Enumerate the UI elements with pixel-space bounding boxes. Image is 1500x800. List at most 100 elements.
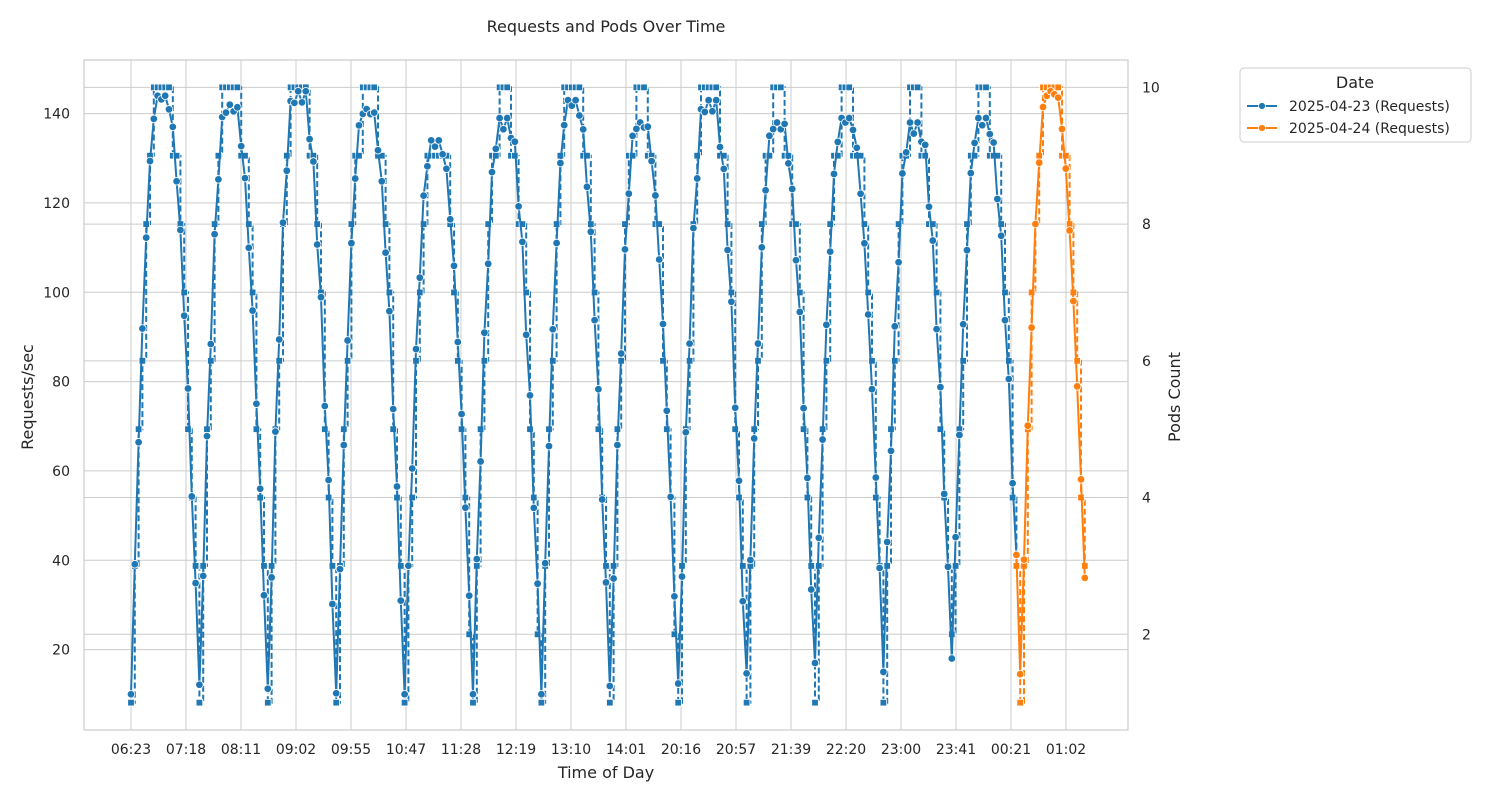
requests-point bbox=[579, 125, 588, 134]
series-pods-line bbox=[1016, 86, 1086, 704]
requests-point bbox=[864, 310, 873, 319]
requests-point bbox=[993, 194, 1002, 204]
requests-point bbox=[305, 134, 314, 144]
requests-point bbox=[970, 138, 979, 148]
requests-point bbox=[130, 560, 139, 569]
x-tick-label: 06:23 bbox=[111, 742, 151, 758]
requests-point bbox=[795, 307, 804, 317]
y-tick-label: 20 bbox=[52, 643, 70, 659]
requests-point bbox=[256, 484, 265, 493]
requests-point bbox=[807, 585, 816, 594]
pods-point bbox=[537, 698, 546, 707]
requests-point bbox=[252, 399, 261, 408]
requests-point bbox=[145, 156, 155, 166]
pods-point bbox=[777, 83, 785, 92]
requests-point bbox=[826, 247, 835, 256]
requests-point bbox=[179, 311, 189, 320]
requests-point bbox=[552, 238, 561, 248]
requests-point bbox=[408, 464, 417, 473]
pods-point bbox=[400, 698, 409, 707]
pods-point bbox=[245, 220, 253, 228]
requests-point bbox=[126, 690, 136, 699]
requests-point bbox=[890, 322, 899, 331]
x-tick-label: 23:00 bbox=[881, 742, 921, 758]
requests-point bbox=[810, 658, 820, 668]
requests-point bbox=[202, 431, 212, 441]
requests-point bbox=[271, 427, 280, 436]
requests-point bbox=[544, 441, 554, 451]
pods-point bbox=[419, 220, 428, 228]
requests-point bbox=[499, 125, 508, 134]
requests-point bbox=[909, 129, 918, 138]
pods-point bbox=[712, 83, 720, 92]
x-tick-label: 08:11 bbox=[221, 742, 261, 758]
requests-point bbox=[921, 140, 930, 150]
pods-point bbox=[959, 357, 967, 365]
requests-point bbox=[1004, 374, 1013, 384]
requests-point bbox=[210, 230, 219, 239]
requests-point bbox=[141, 233, 151, 242]
pods-point bbox=[522, 288, 530, 297]
y2-tick-label: 2 bbox=[1142, 627, 1151, 643]
requests-point bbox=[491, 144, 500, 153]
requests-point bbox=[1080, 573, 1089, 583]
series-layer bbox=[126, 83, 1089, 707]
requests-point bbox=[689, 223, 698, 233]
requests-point bbox=[913, 118, 922, 127]
pods-point bbox=[450, 288, 458, 297]
pods-point bbox=[799, 425, 808, 433]
requests-point bbox=[681, 428, 690, 437]
pods-point bbox=[845, 83, 853, 92]
x-tick-label: 10:47 bbox=[386, 742, 426, 758]
requests-point bbox=[472, 554, 481, 564]
x-tick-label: 21:39 bbox=[771, 742, 811, 758]
pods-point bbox=[195, 698, 204, 707]
requests-point bbox=[708, 107, 717, 116]
requests-point bbox=[244, 243, 253, 252]
x-tick-label: 20:57 bbox=[716, 742, 756, 758]
requests-point bbox=[1061, 164, 1070, 173]
requests-point bbox=[347, 238, 356, 248]
requests-point bbox=[1012, 550, 1021, 560]
pods-point bbox=[214, 152, 223, 160]
requests-point bbox=[172, 177, 181, 186]
requests-point bbox=[385, 306, 394, 316]
requests-point bbox=[510, 137, 519, 146]
requests-point bbox=[518, 237, 527, 247]
requests-point bbox=[400, 690, 409, 699]
requests-point bbox=[666, 492, 675, 502]
requests-point bbox=[313, 240, 322, 249]
requests-point bbox=[514, 202, 523, 211]
requests-point bbox=[484, 259, 493, 269]
requests-point bbox=[354, 121, 364, 130]
requests-point bbox=[655, 255, 664, 264]
requests-point bbox=[430, 142, 440, 151]
requests-point bbox=[1016, 669, 1025, 679]
pods-point bbox=[932, 288, 941, 297]
requests-point bbox=[818, 435, 827, 444]
requests-point bbox=[784, 159, 793, 168]
requests-point bbox=[446, 215, 455, 224]
pods-point bbox=[355, 152, 363, 160]
requests-point bbox=[727, 297, 736, 306]
requests-point bbox=[723, 245, 732, 255]
x-tick-label: 22:20 bbox=[826, 742, 866, 758]
requests-point bbox=[1076, 475, 1086, 484]
pods-point bbox=[503, 83, 511, 92]
y-tick-label: 40 bbox=[52, 553, 70, 569]
requests-point bbox=[404, 561, 413, 570]
requests-point bbox=[476, 457, 485, 466]
requests-point bbox=[267, 573, 276, 582]
pods-point bbox=[860, 220, 869, 228]
requests-point bbox=[617, 349, 626, 358]
requests-point bbox=[757, 243, 766, 252]
requests-point bbox=[415, 273, 424, 282]
requests-point bbox=[571, 95, 580, 105]
x-tick-label: 23:41 bbox=[936, 742, 976, 758]
y-tick-label: 100 bbox=[43, 285, 70, 301]
legend-swatch-marker bbox=[1258, 124, 1266, 132]
requests-point bbox=[1069, 296, 1078, 306]
plot-border bbox=[83, 59, 1129, 731]
pods-point bbox=[970, 152, 979, 160]
